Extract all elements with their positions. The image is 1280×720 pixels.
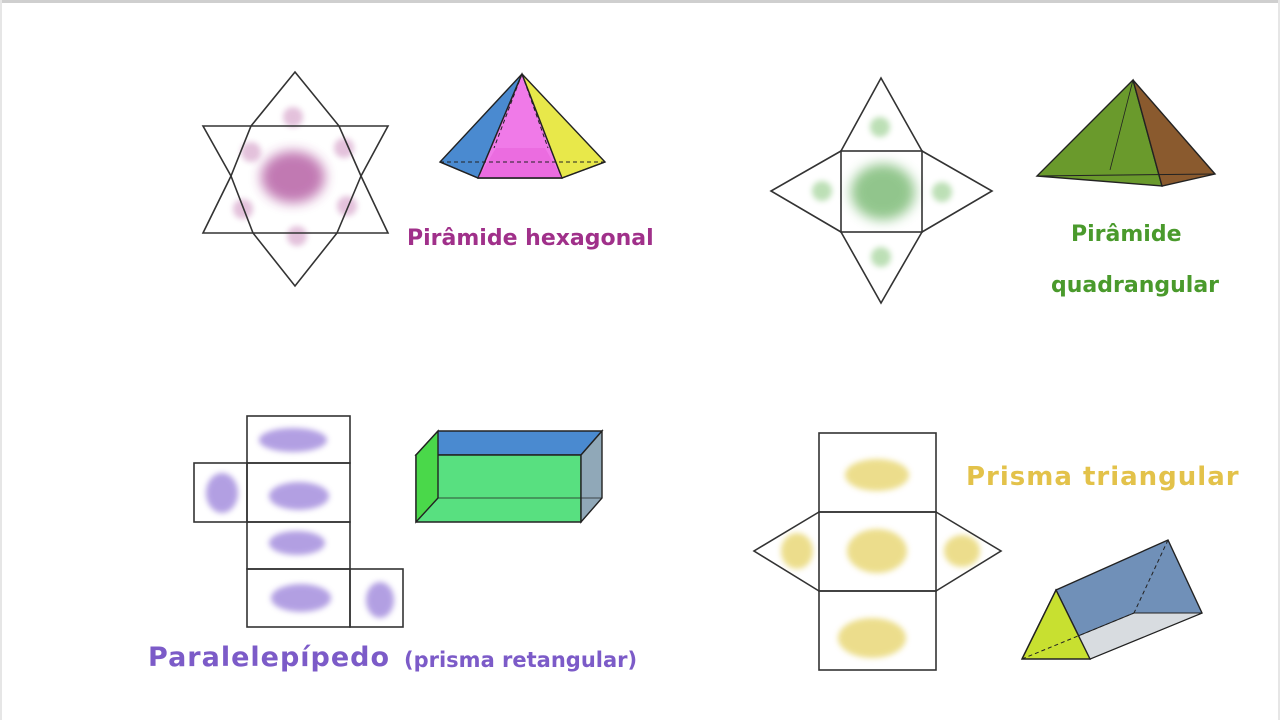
parallelepiped-note-label: (prisma retangular) [404,648,638,672]
square-pyramid-label-line1: Pirâmide [1071,222,1182,247]
square-pyramid-label-line2: quadrangular [1051,273,1220,298]
parallelepiped-label: Paralelepípedo [148,642,391,673]
triangular-prism-label: Prisma triangular [966,462,1240,492]
triangular-prism-solid [1020,539,1203,660]
parallelepiped-solid [414,429,604,524]
left-border [0,0,2,720]
parallelepiped-net [193,415,404,628]
square-pyramid-solid [1035,78,1217,187]
hexagonal-pyramid-net [201,70,390,288]
right-border [1278,0,1280,720]
hexagonal-pyramid-label: Pirâmide hexagonal [407,226,654,251]
top-border [0,0,1280,3]
square-pyramid-net [769,76,994,305]
hexagonal-pyramid-solid [438,72,607,179]
triangular-prism-net [752,432,1003,671]
